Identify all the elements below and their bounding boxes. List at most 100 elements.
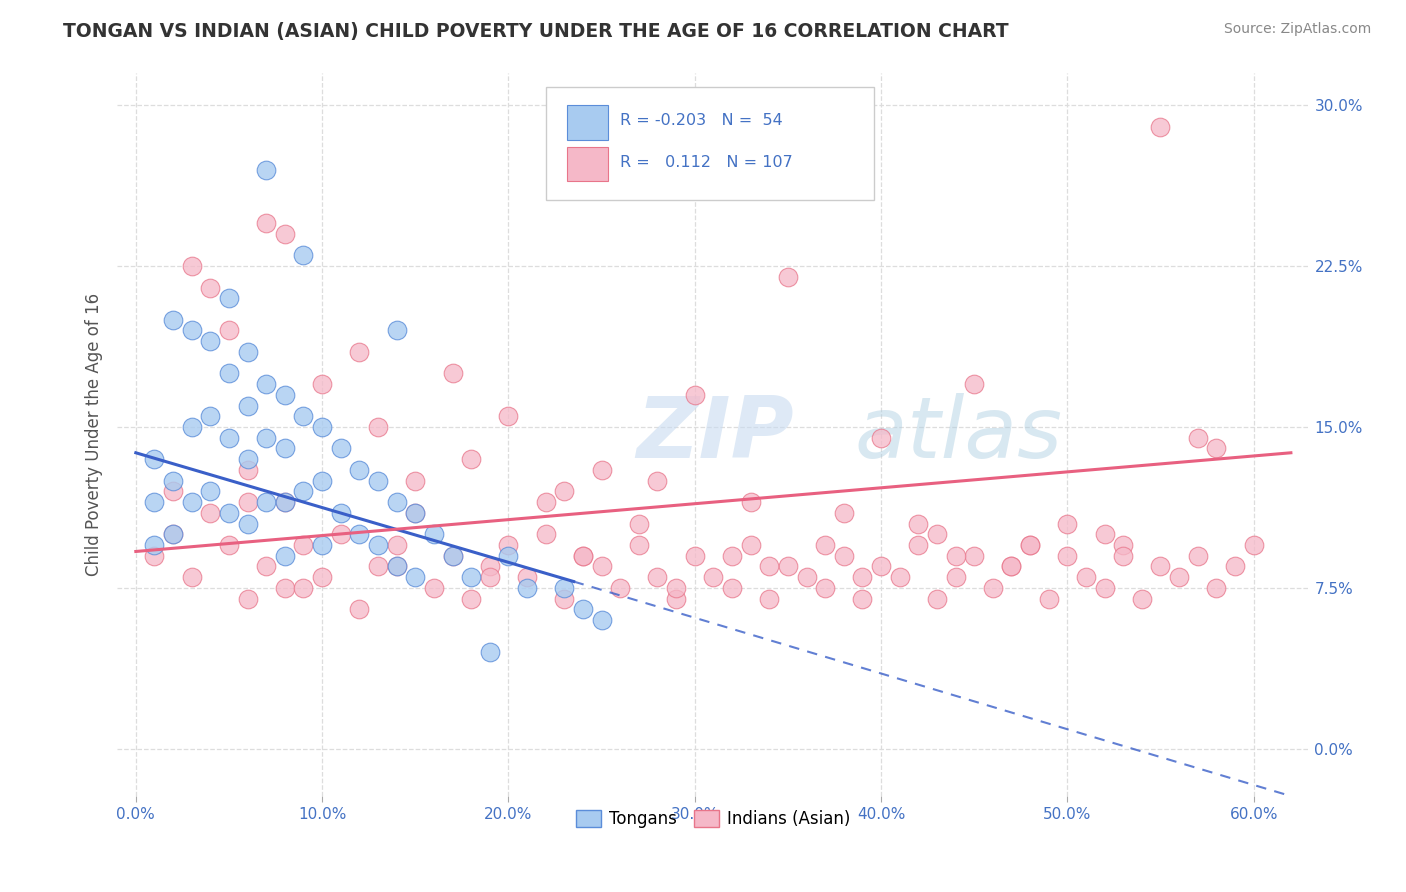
Point: [1019, 538, 1042, 552]
Point: [292, 484, 315, 499]
Point: [572, 549, 595, 563]
Point: [218, 323, 240, 337]
Point: [218, 506, 240, 520]
Point: [516, 581, 538, 595]
Point: [572, 602, 595, 616]
Point: [292, 409, 315, 424]
Point: [665, 581, 688, 595]
Point: [349, 463, 371, 477]
Point: [1038, 591, 1060, 606]
Point: [1205, 442, 1227, 456]
Y-axis label: Child Poverty Under the Age of 16: Child Poverty Under the Age of 16: [86, 293, 103, 576]
Point: [162, 527, 184, 541]
Text: ZIP: ZIP: [636, 393, 793, 476]
Point: [274, 495, 297, 509]
Point: [404, 570, 426, 584]
Point: [832, 506, 855, 520]
Point: [254, 431, 277, 445]
Point: [740, 538, 762, 552]
Point: [311, 538, 333, 552]
Point: [180, 323, 202, 337]
Point: [572, 549, 595, 563]
Point: [758, 591, 780, 606]
Point: [385, 559, 408, 574]
Point: [870, 559, 893, 574]
Point: [907, 538, 929, 552]
Point: [274, 227, 297, 241]
Point: [162, 484, 184, 499]
Point: [367, 420, 389, 434]
Point: [1094, 581, 1116, 595]
Bar: [567, 104, 609, 139]
Point: [218, 431, 240, 445]
Point: [292, 538, 315, 552]
Point: [143, 538, 166, 552]
Point: [963, 377, 986, 392]
Point: [254, 162, 277, 177]
Point: [609, 581, 631, 595]
Point: [460, 570, 482, 584]
Point: [702, 570, 724, 584]
Point: [683, 549, 706, 563]
Point: [478, 559, 501, 574]
Point: [329, 506, 352, 520]
Point: [889, 570, 911, 584]
Point: [254, 377, 277, 392]
Point: [329, 442, 352, 456]
Point: [385, 538, 408, 552]
Point: [274, 442, 297, 456]
Point: [236, 399, 259, 413]
Point: [349, 345, 371, 359]
Point: [1000, 559, 1022, 574]
Point: [162, 312, 184, 326]
Point: [218, 538, 240, 552]
Text: Source: ZipAtlas.com: Source: ZipAtlas.com: [1223, 22, 1371, 37]
Point: [498, 409, 520, 424]
Point: [404, 506, 426, 520]
Point: [683, 388, 706, 402]
Point: [945, 570, 967, 584]
Point: [254, 216, 277, 230]
Point: [274, 549, 297, 563]
Point: [498, 538, 520, 552]
Point: [404, 474, 426, 488]
Point: [180, 570, 202, 584]
Point: [945, 549, 967, 563]
Legend: Tongans, Indians (Asian): Tongans, Indians (Asian): [569, 804, 858, 835]
Point: [851, 591, 873, 606]
Point: [274, 581, 297, 595]
Point: [1056, 516, 1078, 531]
Point: [200, 484, 222, 499]
Point: [498, 549, 520, 563]
Point: [1056, 549, 1078, 563]
Point: [311, 377, 333, 392]
Point: [1205, 581, 1227, 595]
Point: [162, 474, 184, 488]
Point: [591, 613, 613, 627]
Text: TONGAN VS INDIAN (ASIAN) CHILD POVERTY UNDER THE AGE OF 16 CORRELATION CHART: TONGAN VS INDIAN (ASIAN) CHILD POVERTY U…: [63, 22, 1010, 41]
Point: [832, 549, 855, 563]
Point: [274, 495, 297, 509]
Point: [254, 559, 277, 574]
Point: [627, 516, 650, 531]
Point: [478, 645, 501, 659]
Point: [385, 323, 408, 337]
Point: [349, 602, 371, 616]
Point: [423, 527, 446, 541]
Point: [591, 559, 613, 574]
Point: [311, 474, 333, 488]
Point: [1149, 120, 1171, 134]
Point: [367, 474, 389, 488]
Point: [218, 367, 240, 381]
Point: [162, 527, 184, 541]
Point: [721, 581, 744, 595]
Point: [1074, 570, 1097, 584]
Point: [143, 549, 166, 563]
Point: [1094, 527, 1116, 541]
Point: [367, 538, 389, 552]
Point: [441, 549, 464, 563]
Point: [423, 581, 446, 595]
Point: [385, 559, 408, 574]
Point: [591, 463, 613, 477]
Point: [1168, 570, 1191, 584]
